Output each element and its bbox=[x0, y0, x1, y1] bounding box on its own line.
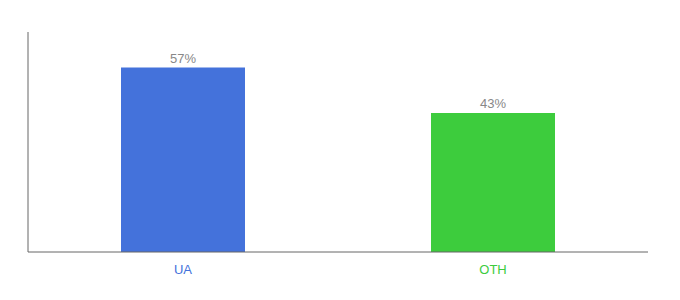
svg-text:57%: 57% bbox=[170, 51, 196, 66]
svg-text:OTH: OTH bbox=[479, 262, 506, 277]
svg-text:43%: 43% bbox=[480, 96, 506, 111]
svg-text:UA: UA bbox=[174, 262, 192, 277]
